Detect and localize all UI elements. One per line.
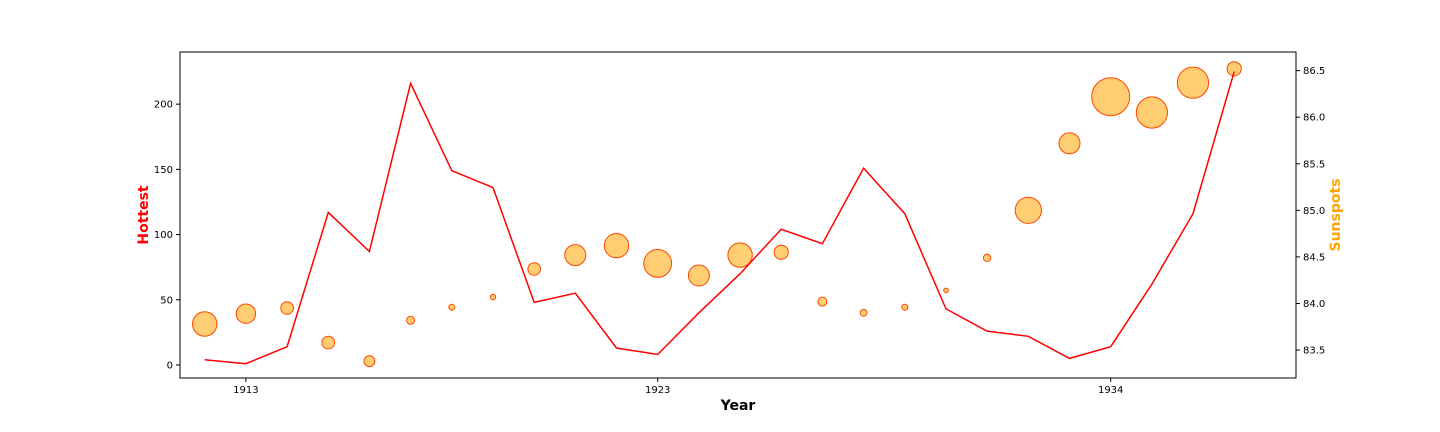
sunspots-point (817, 296, 828, 307)
y-axis-left: 0 50 100 150 200 (154, 100, 180, 371)
sunspots-point (527, 262, 542, 276)
x-axis: 1913 1923 1934 (233, 378, 1123, 396)
sunspots-point (1091, 77, 1131, 117)
y-axis-right: 83.5 84.0 84.5 85.0 85.5 86.0 86.5 (1296, 66, 1325, 357)
y-left-tick-label: 150 (154, 165, 173, 176)
y-left-tick-label: 200 (154, 100, 173, 111)
sunspots-point (192, 311, 218, 337)
sunspots-point (982, 253, 992, 262)
y-right-tick-label: 83.5 (1303, 346, 1325, 357)
hottest-series-line (204, 71, 1235, 365)
sunspots-point (280, 301, 294, 315)
sunspots-point (235, 303, 257, 324)
sunspots-point (448, 303, 456, 311)
y-right-tick-label: 86.5 (1303, 66, 1325, 77)
y-left-tick-label: 100 (154, 230, 173, 241)
y-right-tick-label: 84.0 (1303, 299, 1325, 310)
sunspots-point (489, 293, 497, 301)
y-axis-right-title: Sunspots (1328, 178, 1344, 251)
sunspots-point (687, 264, 710, 287)
y-right-tick-label: 85.0 (1303, 206, 1325, 217)
x-tick-label: 1934 (1098, 385, 1123, 396)
sunspots-point (406, 315, 416, 325)
sunspots-point (1058, 132, 1081, 155)
y-right-tick-label: 84.5 (1303, 252, 1325, 263)
y-left-tick-label: 0 (167, 360, 173, 371)
sunspots-point (943, 287, 949, 294)
sunspots-point (859, 308, 868, 317)
y-left-tick-label: 50 (160, 295, 173, 306)
sunspots-point (1226, 61, 1242, 77)
sunspots-point (727, 242, 753, 268)
sunspots-series (192, 61, 1242, 368)
y-axis-left-title: Hottest (136, 185, 152, 245)
sunspots-point (321, 335, 336, 350)
sunspots-point (603, 233, 630, 259)
sunspots-point (773, 244, 789, 260)
sunspots-point (363, 355, 376, 368)
sunspots-point (901, 303, 909, 311)
y-right-tick-label: 85.5 (1303, 159, 1325, 170)
sunspots-point (564, 244, 587, 267)
sunspots-point (1135, 96, 1169, 129)
x-axis-title: Year (720, 398, 756, 414)
sunspots-point (1014, 196, 1042, 224)
sunspots-point (643, 249, 673, 278)
y-right-tick-label: 86.0 (1303, 113, 1325, 124)
x-tick-label: 1923 (645, 385, 670, 396)
sunspots-point (1176, 66, 1210, 99)
x-tick-label: 1913 (233, 385, 258, 396)
